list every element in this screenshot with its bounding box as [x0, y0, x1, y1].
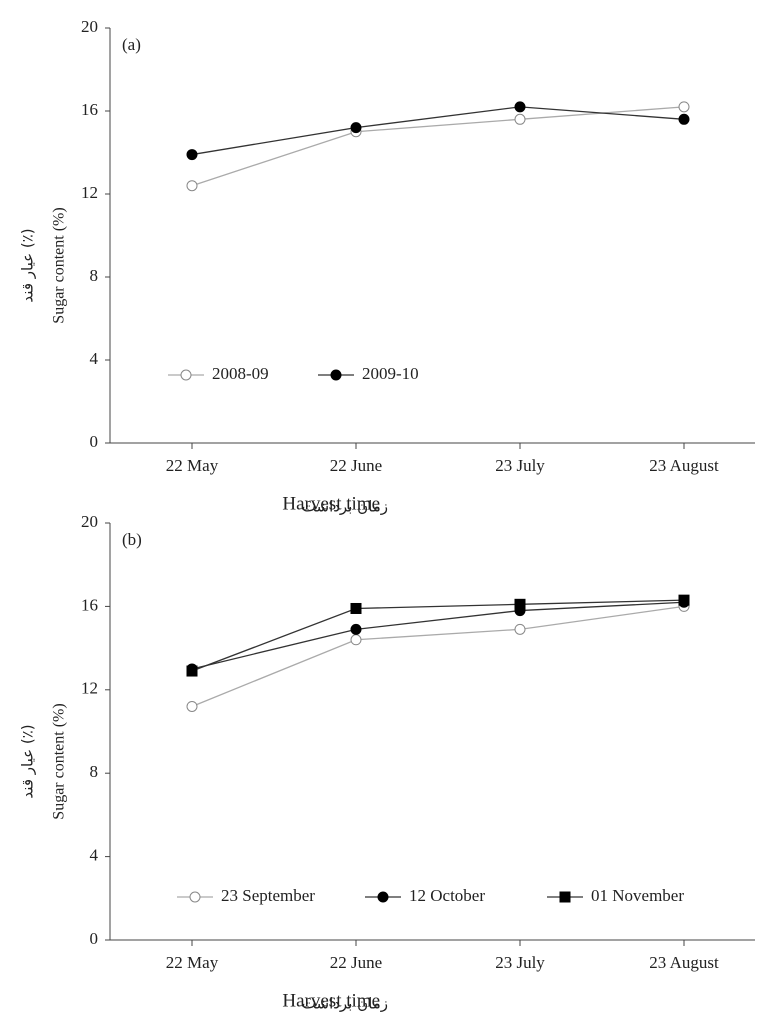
- x-tick-label: 23 August: [649, 953, 719, 972]
- y-tick-label: 12: [81, 183, 98, 202]
- y-tick-label: 20: [81, 512, 98, 531]
- marker: [189, 891, 201, 903]
- y-axis-label-fa: عيار قند (٪): [19, 724, 37, 798]
- legend-label: 2008-09: [212, 364, 269, 383]
- series-line: [191, 599, 685, 672]
- x-axis-label-fa: زمان برداشت: [302, 498, 388, 516]
- series-line: [191, 601, 685, 670]
- y-tick-label: 4: [90, 846, 99, 865]
- y-tick-label: 0: [90, 929, 99, 948]
- x-axis-label-fa: زمان برداشت: [302, 995, 388, 1013]
- y-tick-label: 8: [90, 762, 99, 781]
- y-tick-label: 4: [90, 349, 99, 368]
- marker: [559, 891, 571, 903]
- marker: [350, 623, 362, 635]
- x-tick-label: 22 May: [166, 456, 219, 475]
- x-axis-label: Harvest time: [282, 493, 380, 514]
- y-tick-label: 20: [81, 17, 98, 36]
- marker: [514, 113, 526, 125]
- marker: [678, 101, 690, 113]
- x-tick-label: 22 June: [330, 456, 382, 475]
- marker: [186, 149, 198, 161]
- marker: [350, 122, 362, 134]
- marker: [514, 101, 526, 113]
- series-line: [191, 106, 685, 187]
- x-tick-label: 23 July: [495, 953, 545, 972]
- x-tick-label: 23 August: [649, 456, 719, 475]
- series-line: [191, 605, 685, 708]
- y-axis-label: Sugar content (%): [51, 703, 68, 819]
- panel-label: (b): [122, 530, 142, 549]
- x-tick-label: 22 June: [330, 953, 382, 972]
- y-axis-label-fa: عيار قند (٪): [19, 228, 37, 302]
- marker: [350, 634, 362, 646]
- y-axis-label: Sugar content (%): [51, 207, 68, 323]
- y-tick-label: 16: [81, 595, 98, 614]
- marker: [186, 665, 198, 677]
- marker: [514, 598, 526, 610]
- marker: [350, 602, 362, 614]
- panel-label: (a): [122, 35, 141, 54]
- legend-label: 01 November: [591, 886, 684, 905]
- marker: [330, 369, 342, 381]
- y-tick-label: 12: [81, 679, 98, 698]
- marker: [377, 891, 389, 903]
- series-line: [191, 106, 685, 156]
- y-tick-label: 16: [81, 100, 98, 119]
- x-axis-label: Harvest time: [282, 990, 380, 1011]
- legend-label: 23 September: [221, 886, 315, 905]
- x-tick-label: 22 May: [166, 953, 219, 972]
- x-tick-label: 23 July: [495, 456, 545, 475]
- legend-label: 2009-10: [362, 364, 419, 383]
- marker: [186, 180, 198, 192]
- marker: [180, 369, 192, 381]
- marker: [678, 594, 690, 606]
- marker: [186, 700, 198, 712]
- legend-label: 12 October: [409, 886, 485, 905]
- y-tick-label: 8: [90, 266, 99, 285]
- marker: [514, 623, 526, 635]
- y-tick-label: 0: [90, 432, 99, 451]
- marker: [678, 113, 690, 125]
